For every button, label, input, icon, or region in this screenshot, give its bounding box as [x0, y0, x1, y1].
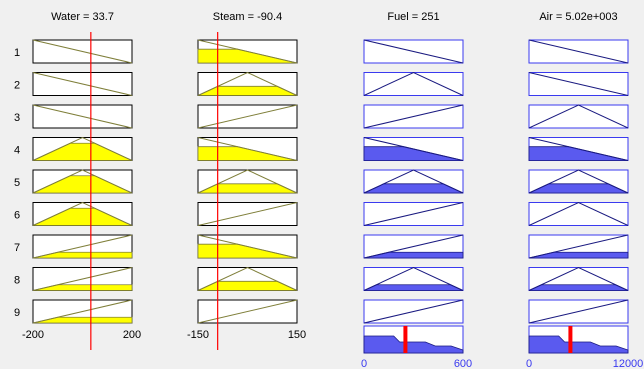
steam-rule-9-mf: [197, 299, 298, 324]
steam-rule-5-mf: [197, 169, 298, 194]
fuel-rule-3-mf: [363, 104, 464, 129]
steam-rule-1-mf: [197, 39, 298, 64]
rule-number: 4: [14, 145, 20, 157]
fuel-rule-2-box[interactable]: [363, 72, 464, 96]
water-rule-1-mf: [32, 39, 133, 64]
water-rule-5-mf: [32, 169, 133, 194]
water-rule-6-mf: [32, 201, 133, 226]
water-rule-7-mf: [32, 234, 133, 259]
water-rule-2-mf: [32, 72, 133, 96]
air-rule-8-fill: [528, 284, 629, 291]
rule-number: 5: [14, 177, 20, 189]
steam-rule-4-mf: [197, 137, 298, 161]
air-value-label: Air = 5.02e+003: [539, 11, 617, 23]
fuel-rule-2-mf: [363, 71, 464, 96]
air-rule-7-mf: [528, 234, 629, 259]
air-range-min: 0: [526, 358, 532, 369]
rule-number: 6: [14, 210, 20, 222]
fuel-rule-7-mf: [363, 234, 464, 259]
water-range-max: 200: [123, 329, 141, 341]
air-rule-5-mf: [528, 169, 629, 194]
rule-number: 3: [14, 112, 20, 124]
rule-number: 7: [14, 242, 20, 254]
air-rule-4-mf: [528, 137, 629, 161]
rule-number: 9: [14, 307, 20, 319]
air-rule-2-mf: [528, 72, 629, 96]
steam-rule-6-mf: [197, 202, 298, 226]
air-aggregate-area: [528, 335, 629, 354]
water-rule-8-mf: [32, 267, 133, 291]
fuel-rule-8-fill: [363, 284, 464, 291]
water-range-min: -200: [22, 329, 44, 341]
fuel-rule-4-mf: [363, 137, 464, 161]
steam-rule-7-mf: [197, 234, 298, 259]
fuel-aggregate-area: [363, 335, 464, 354]
air-range-max: 12000: [613, 358, 644, 369]
air-rule-6-box[interactable]: [528, 202, 629, 226]
steam-rule-3-mf: [197, 104, 298, 129]
water-rule-9-mf: [32, 299, 133, 324]
fuel-range-max: 600: [454, 358, 472, 369]
rule-number: 2: [14, 80, 20, 92]
fuel-range-min: 0: [361, 358, 367, 369]
rule-number: 8: [14, 275, 20, 287]
air-rule-8-mf: [528, 266, 629, 291]
water-rule-4-mf: [32, 136, 133, 161]
steam-range-max: 150: [288, 329, 306, 341]
air-rule-1-mf: [528, 39, 629, 64]
steam-range-min: -150: [187, 329, 209, 341]
rule-number: 1: [14, 47, 20, 59]
fuel-value-label: Fuel = 251: [387, 11, 439, 23]
water-value-label: Water = 33.7: [51, 11, 114, 23]
fuel-rule-5-mf: [363, 169, 464, 194]
air-rule-6-mf: [528, 201, 629, 226]
fuel-rule-1-mf: [363, 39, 464, 64]
fuel-rule-6-mf: [363, 202, 464, 226]
air-rule-3-mf: [528, 104, 629, 129]
fuel-rule-9-mf: [363, 299, 464, 324]
steam-rule-8-mf: [197, 266, 298, 291]
air-rule-3-box[interactable]: [528, 104, 629, 129]
water-rule-3-mf: [32, 104, 133, 129]
steam-rule-2-mf: [197, 71, 298, 96]
fuel-rule-8-mf: [363, 266, 464, 291]
air-rule-9-mf: [528, 299, 629, 324]
steam-value-label: Steam = -90.4: [213, 11, 282, 23]
